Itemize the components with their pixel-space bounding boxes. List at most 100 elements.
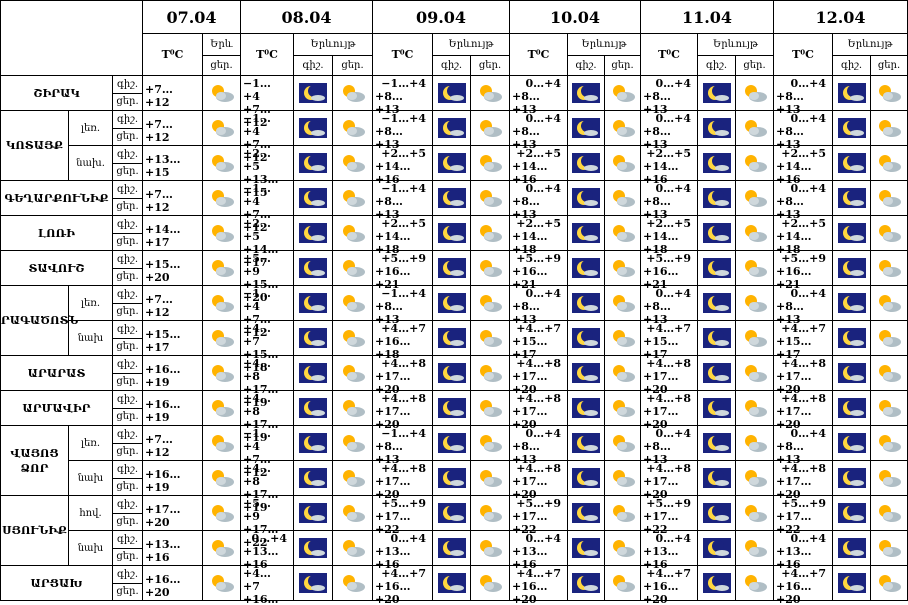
- weather-icon: [870, 390, 908, 426]
- temperature: +2…+5 +14…+16: [372, 145, 433, 186]
- weather-icon: [470, 530, 510, 566]
- day-header: 08.04: [240, 0, 373, 34]
- weather-icon: [870, 460, 908, 496]
- day-temp: +16…+21: [776, 265, 812, 291]
- weather-icon: [697, 145, 736, 181]
- weather-icon: [870, 145, 908, 181]
- weather-icon: [293, 320, 333, 356]
- day-icon: [612, 295, 635, 312]
- day-icon: [211, 330, 234, 347]
- weather-icon: [697, 285, 736, 321]
- day-temp: +8…+13: [776, 440, 804, 466]
- day-label: ցեր.: [470, 55, 510, 76]
- weather-icon: [293, 565, 333, 601]
- night-temp: −1…+4: [243, 427, 271, 453]
- temperature: +13…+16: [142, 530, 203, 566]
- day-icon: [744, 505, 767, 522]
- day-temp: +15…+17: [512, 335, 548, 361]
- region-name: ՏԱՎՈՒՇ: [0, 250, 113, 286]
- temperature: +4…+7 +15…+17: [509, 320, 568, 361]
- temperature: +5…+9 +17…+22: [640, 495, 698, 536]
- temperature: +4…+7 +15…+18: [240, 320, 294, 374]
- night-icon: [702, 188, 731, 208]
- night-icon: [572, 328, 600, 348]
- day-temp: +8…+13: [375, 90, 403, 116]
- night-icon: [572, 538, 600, 558]
- night-temp: +4…+7: [646, 567, 691, 580]
- temperature: +5…+9 +17…+22: [240, 495, 294, 549]
- day-temp: +14…+16: [643, 160, 679, 186]
- weather-icon: [470, 250, 510, 286]
- day-temp: +13…+16: [145, 538, 181, 564]
- night-label: գիշ.: [112, 110, 143, 129]
- day-icon: [342, 155, 365, 172]
- night-temp: 0…+4: [655, 287, 691, 300]
- weather-icon: [697, 390, 736, 426]
- phenomenon-header: Երևույթ: [293, 33, 373, 56]
- temperature: −1…+4 +8…+13: [372, 180, 433, 221]
- weather-icon: [202, 75, 241, 111]
- night-label: գիշ.: [112, 460, 143, 479]
- weather-icon: [870, 250, 908, 286]
- weather-icon: [332, 425, 373, 461]
- temperature: +16…+19: [142, 355, 203, 391]
- weather-icon: [604, 145, 641, 181]
- night-label: գիշ.: [697, 55, 736, 76]
- day-icon: [342, 120, 365, 137]
- temperature: −1…+4 +8…+13: [372, 110, 433, 151]
- day-icon: [612, 540, 635, 557]
- night-temp: +4…+8: [646, 462, 691, 475]
- weather-icon: [293, 75, 333, 111]
- subregion: հով.: [68, 495, 113, 531]
- day-icon: [612, 190, 635, 207]
- day-icon: [744, 120, 767, 137]
- night-icon: [702, 258, 731, 278]
- weather-icon: [332, 215, 373, 251]
- weather-icon: [832, 250, 871, 286]
- weather-icon: [332, 145, 373, 181]
- weather-icon: [735, 180, 774, 216]
- weather-icon: [735, 390, 774, 426]
- weather-icon: [332, 355, 373, 391]
- night-icon: [837, 118, 866, 138]
- day-icon: [211, 225, 234, 242]
- night-temp: +4…+8: [781, 392, 826, 405]
- day-temp: +7…+12: [145, 293, 173, 319]
- weather-icon: [604, 355, 641, 391]
- day-icon: [879, 505, 901, 522]
- temperature: +4…+7 +16…+18: [372, 320, 433, 361]
- day-icon: [342, 85, 365, 102]
- temperature: +4…+8 +17…+20: [509, 460, 568, 501]
- weather-icon: [202, 355, 241, 391]
- day-icon: [480, 260, 502, 277]
- day-icon: [744, 85, 767, 102]
- weather-icon: [567, 145, 605, 181]
- day-label: ցեր.: [112, 477, 143, 496]
- night-label: գիշ.: [112, 355, 143, 374]
- night-icon: [437, 538, 466, 558]
- day-icon: [480, 575, 502, 592]
- region-name: ՇԻՐԱԿ: [0, 75, 113, 111]
- day-label: ցեր.: [112, 197, 143, 216]
- region-name: ՎԱՅՈՑ ՁՈՐ: [0, 425, 69, 496]
- weather-icon: [432, 320, 471, 356]
- day-temp: +15…+20: [243, 278, 279, 304]
- temperature: +7…+12: [142, 75, 203, 111]
- temperature: +4…+8 +17…+20: [640, 390, 698, 431]
- day-temp: +17…+20: [643, 475, 679, 501]
- night-icon: [437, 433, 466, 453]
- weather-icon: [604, 390, 641, 426]
- subregion: լեռ.: [68, 285, 113, 321]
- weather-icon: [332, 180, 373, 216]
- day-temp: +16…+21: [643, 265, 679, 291]
- day-header: 09.04: [372, 0, 510, 34]
- day-temp: +7…+12: [243, 208, 271, 234]
- weather-icon: [293, 215, 333, 251]
- weather-icon: [470, 215, 510, 251]
- night-icon: [837, 468, 866, 488]
- day-temp: +8…+13: [643, 440, 671, 466]
- day-icon: [879, 190, 901, 207]
- weather-icon: [870, 495, 908, 531]
- day-temp: +17…+20: [512, 370, 548, 396]
